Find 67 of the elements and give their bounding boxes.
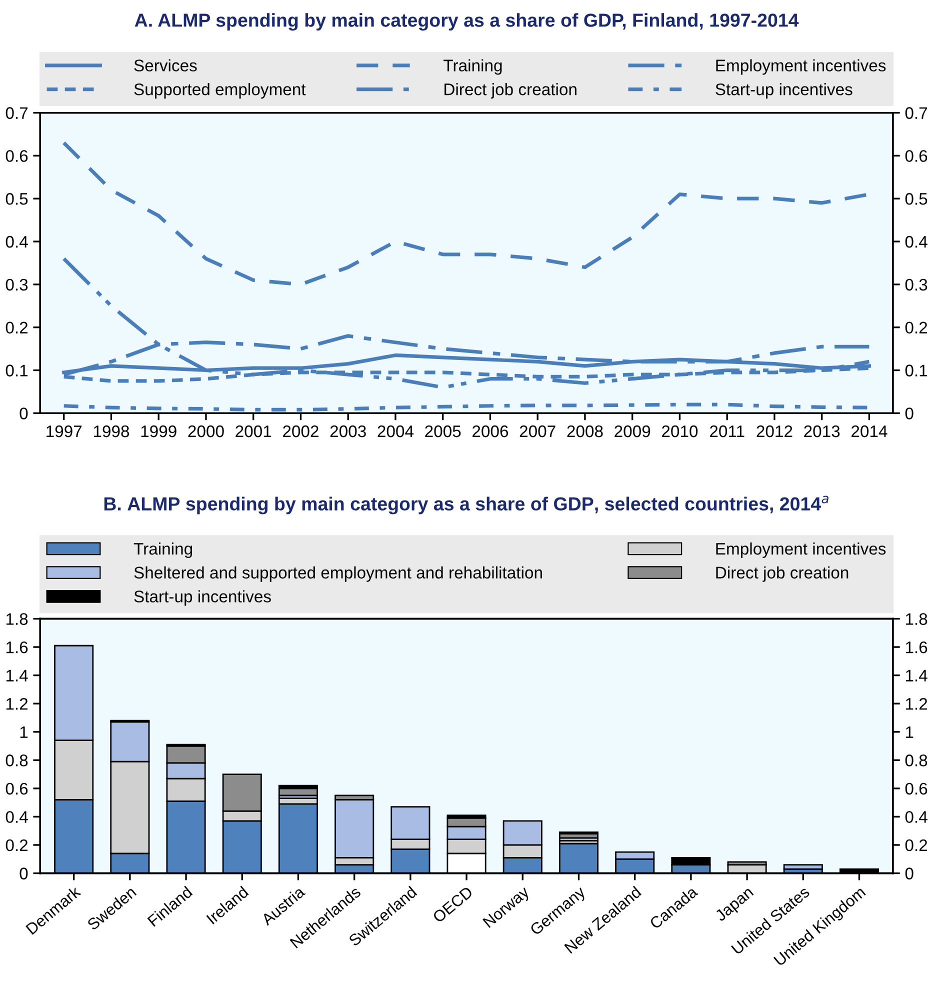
y2-tick-label: 0.2 bbox=[905, 322, 928, 334]
y2-tick-label: 1 bbox=[906, 726, 914, 738]
x-tick-label: 2006 bbox=[472, 425, 508, 438]
y2-tick-label: 0 bbox=[905, 868, 914, 880]
x-tick-label: 2001 bbox=[236, 425, 272, 438]
x-tick-label: 2009 bbox=[614, 425, 650, 438]
legend-label: Training bbox=[134, 542, 192, 558]
legend-label: Direct job creation bbox=[716, 566, 848, 582]
x-tick-label: 2012 bbox=[756, 425, 792, 438]
x-tick-label: 2010 bbox=[662, 425, 698, 438]
y2-tick-label: 0.1 bbox=[905, 364, 928, 376]
y2-tick-label: 1.2 bbox=[906, 698, 928, 710]
legend-label: Employment incentives bbox=[716, 542, 886, 558]
y-tick-label: 0.2 bbox=[6, 839, 28, 852]
x-tick-label: 2002 bbox=[283, 425, 318, 438]
y2-tick-label: 1.6 bbox=[906, 641, 928, 654]
y2-tick-label: 1.4 bbox=[906, 670, 928, 682]
legend-label: Services bbox=[134, 59, 197, 72]
x-tick-label: 2014 bbox=[852, 425, 888, 438]
legend-label: Supported employment bbox=[134, 83, 306, 99]
y-tick-label: 1.6 bbox=[6, 641, 28, 654]
x-tick-label: 2004 bbox=[378, 425, 414, 438]
y2-tick-label: 0.6 bbox=[905, 150, 928, 162]
x-tick-label: 2003 bbox=[330, 425, 366, 438]
x-tick-label: 2007 bbox=[520, 425, 556, 438]
y2-tick-label: 0.2 bbox=[905, 839, 928, 852]
y-tick-label: 0.7 bbox=[6, 107, 28, 119]
y2-tick-label: 0.4 bbox=[905, 811, 928, 823]
y-tick-label: 1.2 bbox=[6, 698, 28, 710]
y-tick-label: 0.6 bbox=[6, 150, 28, 162]
y2-tick-label: 0.6 bbox=[905, 782, 928, 795]
x-tick-label: 2008 bbox=[567, 425, 603, 438]
chart-title: A. ALMP spending by main category as a share of GDP, Finland, 1997-2014 bbox=[134, 13, 799, 31]
y2-tick-label: 0.8 bbox=[905, 754, 928, 766]
x-tick-label: 1998 bbox=[94, 425, 130, 438]
y-tick-label: 0.5 bbox=[6, 193, 28, 205]
y-tick-label: 1.4 bbox=[6, 670, 28, 682]
x-tick-label: 2005 bbox=[425, 425, 461, 438]
y-tick-label: 0.4 bbox=[6, 811, 28, 823]
legend-label: Start-up incentives bbox=[134, 590, 271, 606]
y-tick-label: 1.8 bbox=[6, 613, 28, 625]
x-tick-label: 2000 bbox=[188, 425, 224, 438]
y-tick-label: 0 bbox=[20, 868, 28, 880]
y-tick-label: 1 bbox=[20, 726, 28, 738]
y2-tick-label: 0.4 bbox=[905, 236, 928, 248]
y-tick-label: 0.2 bbox=[6, 322, 28, 334]
y2-tick-label: 0 bbox=[905, 408, 914, 420]
y-tick-label: 0 bbox=[20, 408, 28, 420]
y2-tick-label: 0.3 bbox=[905, 278, 928, 291]
legend-label: Sheltered and supported employment and rehabilitation bbox=[134, 566, 542, 582]
x-tick-label: 2013 bbox=[804, 425, 840, 438]
x-tick-label: 2011 bbox=[710, 425, 744, 438]
legend-label: Employment incentives bbox=[716, 59, 886, 75]
legend-label: Start-up incentives bbox=[716, 83, 852, 99]
legend-label: Direct job creation bbox=[444, 83, 576, 99]
y2-tick-label: 0.7 bbox=[905, 107, 928, 119]
chart-title: B. ALMP spending by main category as a share of GDP, selected countries, 2014$^{a}$ bbox=[104, 496, 828, 514]
y-tick-label: 0.6 bbox=[6, 782, 28, 795]
y-tick-label: 0.8 bbox=[6, 754, 28, 766]
y-tick-label: 0.4 bbox=[6, 236, 28, 248]
y-tick-label: 0.3 bbox=[6, 278, 28, 291]
y2-tick-label: 0.5 bbox=[905, 193, 928, 205]
y2-tick-label: 1.8 bbox=[906, 613, 928, 625]
legend-label: Training bbox=[444, 59, 502, 75]
x-tick-label: 1999 bbox=[141, 425, 176, 438]
y-tick-label: 0.1 bbox=[6, 364, 28, 376]
x-tick-label: 1997 bbox=[46, 425, 82, 438]
